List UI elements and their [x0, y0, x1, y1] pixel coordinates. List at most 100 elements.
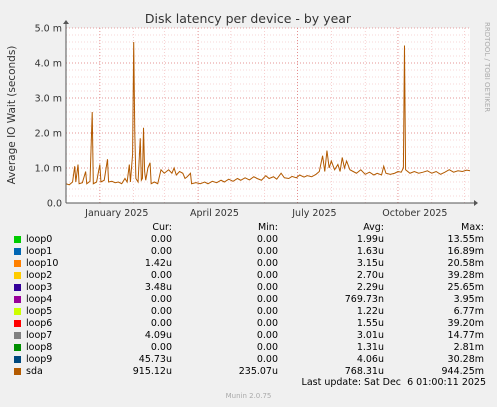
munin-version: Munin 2.0.75 [225, 392, 272, 400]
legend-min-value: 0.00 [256, 306, 278, 317]
legend-min-value: 0.00 [256, 258, 278, 269]
legend-swatch [14, 284, 21, 291]
legend-row-loop6: loop6 0.00 0.00 1.55u 39.20m [0, 318, 497, 330]
legend-series-name: loop7 [26, 330, 53, 341]
series-line-sda [65, 41, 471, 186]
legend-cur-value: 1.42u [144, 258, 172, 269]
y-axis-arrow [63, 20, 69, 24]
legend-row-sda: sda 915.12u 235.07u 768.31u 944.25m [0, 366, 497, 378]
legend-cur-value: 0.00 [150, 234, 172, 245]
legend-avg-value: 1.63u [356, 246, 384, 257]
legend-series-name: loop10 [26, 258, 59, 269]
legend-row-loop10: loop10 1.42u 0.00 3.15u 20.58m [0, 258, 497, 270]
y-tick-label: 0.0 [47, 199, 62, 210]
x-axis-arrow [474, 200, 478, 206]
legend-series-name: loop2 [26, 270, 53, 281]
y-tick-label: 4.0 m [35, 59, 62, 70]
legend-cur-value: 0.00 [150, 246, 172, 257]
legend-row-loop0: loop0 0.00 0.00 1.99u 13.55m [0, 234, 497, 246]
legend-max-value: 30.28m [447, 354, 484, 365]
y-tick-label: 2.0 m [35, 129, 62, 140]
legend-max-value: 3.95m [453, 294, 484, 305]
legend-cur-value: 4.09u [144, 330, 172, 341]
legend-header-avg: Avg: [363, 222, 384, 233]
legend-cur-value: 45.73u [138, 354, 172, 365]
x-tick-label: July 2025 [291, 208, 336, 219]
legend-cur-value: 915.12u [132, 366, 172, 377]
legend-cur-value: 3.48u [144, 282, 172, 293]
legend-row-loop4: loop4 0.00 0.00 769.73n 3.95m [0, 294, 497, 306]
legend-cur-value: 0.00 [150, 270, 172, 281]
chart-title: Disk latency per device - by year [145, 11, 352, 26]
legend-avg-value: 4.06u [356, 354, 384, 365]
legend-max-value: 16.89m [447, 246, 484, 257]
legend-series-name: loop0 [26, 234, 53, 245]
legend-series-name: loop6 [26, 318, 53, 329]
watermark: RRDTOOL / TOBI OETIKER [483, 22, 491, 112]
legend-swatch [14, 356, 21, 363]
legend-row-loop5: loop5 0.00 0.00 1.22u 6.77m [0, 306, 497, 318]
y-tick-label: 1.0 m [35, 164, 62, 175]
y-axis-label: Average IO Wait (seconds) [6, 46, 18, 185]
legend-series-name: loop3 [26, 282, 53, 293]
legend-min-value: 0.00 [256, 246, 278, 257]
legend-row-loop9: loop9 45.73u 0.00 4.06u 30.28m [0, 354, 497, 366]
x-tick-label: October 2025 [382, 208, 447, 219]
legend-cur-value: 0.00 [150, 342, 172, 353]
legend-series-name: loop8 [26, 342, 53, 353]
legend-avg-value: 1.22u [356, 306, 384, 317]
legend-swatch [14, 236, 21, 243]
legend-cur-value: 0.00 [150, 294, 172, 305]
legend-max-value: 13.55m [447, 234, 484, 245]
x-tick-label: January 2025 [84, 208, 148, 219]
legend-min-value: 0.00 [256, 354, 278, 365]
legend-header-min: Min: [257, 222, 278, 233]
legend-min-value: 0.00 [256, 342, 278, 353]
last-update: Last update: Sat Dec 6 01:00:11 2025 [301, 377, 486, 388]
y-tick-label: 5.0 m [35, 24, 62, 35]
plot-area [66, 28, 470, 203]
legend-avg-value: 1.55u [356, 318, 384, 329]
legend-min-value: 0.00 [256, 282, 278, 293]
legend-min-value: 0.00 [256, 294, 278, 305]
legend-swatch [14, 320, 21, 327]
legend-max-value: 25.65m [447, 282, 484, 293]
legend-swatch [14, 260, 21, 267]
legend-swatch [14, 332, 21, 339]
legend-min-value: 0.00 [256, 234, 278, 245]
legend-header-max: Max: [461, 222, 484, 233]
legend-avg-value: 769.73n [344, 294, 384, 305]
legend-row-loop2: loop2 0.00 0.00 2.70u 39.28m [0, 270, 497, 282]
legend-min-value: 0.00 [256, 318, 278, 329]
legend-min-value: 0.00 [256, 270, 278, 281]
x-tick-label: April 2025 [190, 208, 239, 219]
legend-row-loop8: loop8 0.00 0.00 1.31u 2.81m [0, 342, 497, 354]
legend-max-value: 20.58m [447, 258, 484, 269]
legend-series-name: loop4 [26, 294, 53, 305]
legend-avg-value: 3.01u [356, 330, 384, 341]
legend-row-loop1: loop1 0.00 0.00 1.63u 16.89m [0, 246, 497, 258]
legend-min-value: 235.07u [238, 366, 278, 377]
legend-swatch [14, 308, 21, 315]
legend-cur-value: 0.00 [150, 318, 172, 329]
legend-series-name: loop5 [26, 306, 53, 317]
legend-avg-value: 1.31u [356, 342, 384, 353]
legend-avg-value: 2.29u [356, 282, 384, 293]
legend-max-value: 39.28m [447, 270, 484, 281]
legend-min-value: 0.00 [256, 330, 278, 341]
legend-series-name: loop1 [26, 246, 53, 257]
legend-max-value: 6.77m [453, 306, 484, 317]
legend-avg-value: 3.15u [356, 258, 384, 269]
legend-swatch [14, 272, 21, 279]
legend-swatch [14, 248, 21, 255]
legend-avg-value: 2.70u [356, 270, 384, 281]
legend-avg-value: 1.99u [356, 234, 384, 245]
legend-max-value: 39.20m [447, 318, 484, 329]
legend-max-value: 2.81m [453, 342, 484, 353]
legend-row-loop3: loop3 3.48u 0.00 2.29u 25.65m [0, 282, 497, 294]
legend-max-value: 14.77m [447, 330, 484, 341]
y-tick-label: 3.0 m [35, 94, 62, 105]
legend-header-cur: Cur: [152, 222, 172, 233]
legend-row-loop7: loop7 4.09u 0.00 3.01u 14.77m [0, 330, 497, 342]
legend-swatch [14, 368, 21, 375]
